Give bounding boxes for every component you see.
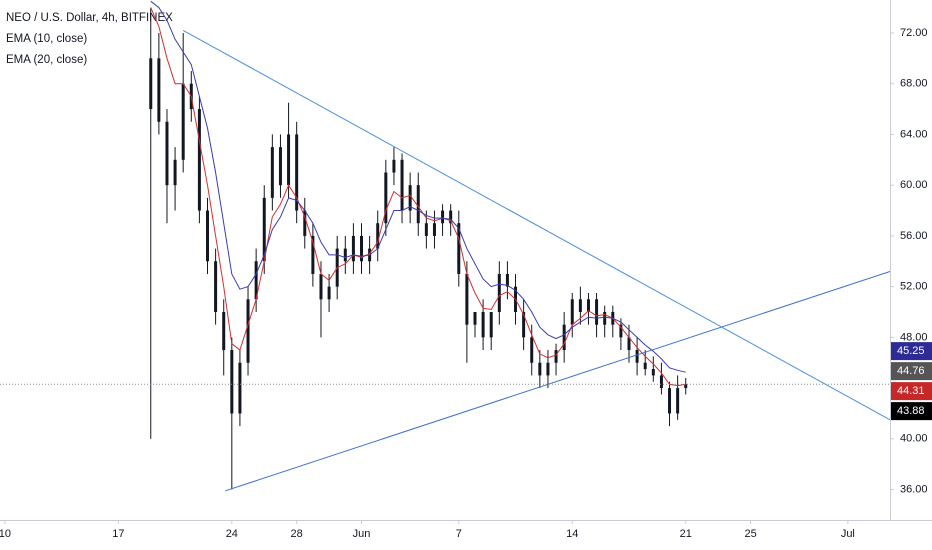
- candle-body: [684, 384, 688, 389]
- candle-body: [311, 235, 315, 274]
- candle-body: [570, 299, 574, 325]
- candle-body: [408, 185, 412, 211]
- candle-body: [586, 299, 590, 312]
- ema-line: [150, 0, 686, 373]
- candle-body: [222, 312, 226, 351]
- candle-body: [181, 83, 185, 160]
- candle-body: [676, 388, 680, 414]
- candle-body: [360, 235, 364, 262]
- candle-body: [270, 147, 274, 198]
- candle-body: [465, 273, 469, 325]
- y-tick-label: 40.00: [900, 433, 928, 445]
- y-tick-label: 72.00: [900, 27, 928, 39]
- candle-body: [254, 261, 258, 300]
- candle-body: [287, 134, 291, 186]
- candle-body: [546, 362, 550, 376]
- candle-body: [578, 299, 582, 312]
- candle-body: [206, 210, 210, 262]
- candle-body: [384, 172, 388, 224]
- candle-body: [278, 147, 282, 186]
- candle-body: [197, 109, 201, 211]
- trendline: [182, 30, 891, 421]
- legend-entry: EMA (10, close): [6, 33, 87, 45]
- price-label: 43.88: [897, 405, 925, 417]
- candle-body: [424, 223, 428, 236]
- candle-body: [530, 337, 534, 363]
- price-label: 44.31: [897, 385, 925, 397]
- candle-body: [157, 58, 161, 122]
- ema-line: [150, 7, 686, 387]
- candle-body: [497, 273, 501, 312]
- candle-body: [635, 350, 639, 363]
- price-label-box: [891, 402, 932, 421]
- candle-body: [643, 362, 647, 370]
- candle-body: [416, 185, 420, 224]
- x-tick-label: Jun: [353, 528, 371, 540]
- candle-body: [303, 210, 307, 236]
- candle-body: [165, 121, 169, 186]
- x-tick-label: 28: [291, 528, 303, 540]
- x-tick-label: 25: [744, 528, 756, 540]
- candle-body: [619, 324, 623, 338]
- candle-body: [432, 223, 436, 236]
- x-tick-label: 7: [456, 528, 462, 540]
- candle-body: [505, 273, 509, 287]
- x-tick-label: Jul: [841, 528, 855, 540]
- candle-body: [554, 350, 558, 363]
- price-label: 44.76: [897, 365, 925, 377]
- candle-body: [376, 223, 380, 249]
- candle-body: [327, 286, 331, 300]
- candle-body: [214, 261, 218, 312]
- candle-body: [173, 159, 177, 186]
- y-tick-label: 56.00: [900, 230, 928, 242]
- legend-entry: EMA (20, close): [6, 54, 87, 66]
- x-tick-label: 21: [680, 528, 692, 540]
- candle-body: [343, 248, 347, 262]
- candle-body: [651, 369, 655, 376]
- y-tick-label: 60.00: [900, 179, 928, 191]
- chart-title: NEO / U.S. Dollar, 4h, BITFINEX: [6, 12, 173, 24]
- y-tick-label: 52.00: [900, 281, 928, 293]
- candle-body: [400, 159, 404, 211]
- candle-body: [659, 375, 663, 389]
- price-label-box: [891, 342, 932, 361]
- candle-body: [230, 350, 234, 414]
- candle-body: [481, 312, 485, 338]
- candle-body: [627, 337, 631, 351]
- price-label: 45.25: [897, 345, 925, 357]
- candle-body: [441, 210, 445, 224]
- candle-body: [392, 159, 396, 173]
- candle-body: [538, 362, 542, 376]
- candle-body: [522, 312, 526, 338]
- x-tick-label: 24: [226, 528, 238, 540]
- candle-body: [489, 312, 493, 338]
- candle-body: [262, 197, 266, 262]
- x-tick-label: 14: [566, 528, 578, 540]
- x-tick-label: 10: [0, 528, 11, 540]
- candle-body: [246, 299, 250, 363]
- price-label-box: [891, 382, 932, 401]
- candle-body: [603, 312, 607, 325]
- trendline: [225, 270, 891, 492]
- candle-body: [319, 273, 323, 300]
- candle-body: [238, 362, 242, 414]
- y-tick-label: 48.00: [900, 331, 928, 343]
- candle-body: [562, 324, 566, 351]
- candle-body: [473, 312, 477, 325]
- candle-body: [295, 134, 299, 211]
- y-tick-label: 68.00: [900, 78, 928, 90]
- y-tick-label: 36.00: [900, 483, 928, 495]
- candle-body: [668, 388, 672, 414]
- candle-body: [149, 58, 153, 110]
- candle-body: [595, 299, 599, 325]
- candle-body: [449, 210, 453, 224]
- candle-body: [457, 223, 461, 274]
- price-label-box: [891, 362, 932, 381]
- y-tick-label: 64.00: [900, 128, 928, 140]
- candle-body: [351, 235, 355, 262]
- x-tick-label: 17: [112, 528, 124, 540]
